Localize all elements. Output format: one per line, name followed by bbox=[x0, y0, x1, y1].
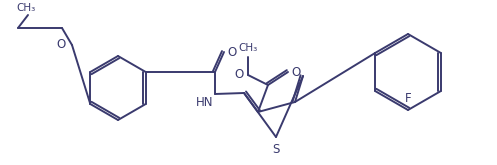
Text: O: O bbox=[57, 38, 66, 51]
Text: S: S bbox=[272, 143, 280, 156]
Text: O: O bbox=[235, 68, 244, 82]
Text: CH₃: CH₃ bbox=[16, 3, 36, 13]
Text: CH₃: CH₃ bbox=[239, 43, 257, 53]
Text: HN: HN bbox=[195, 96, 213, 109]
Text: O: O bbox=[291, 66, 300, 79]
Text: F: F bbox=[405, 92, 412, 105]
Text: O: O bbox=[227, 46, 236, 59]
